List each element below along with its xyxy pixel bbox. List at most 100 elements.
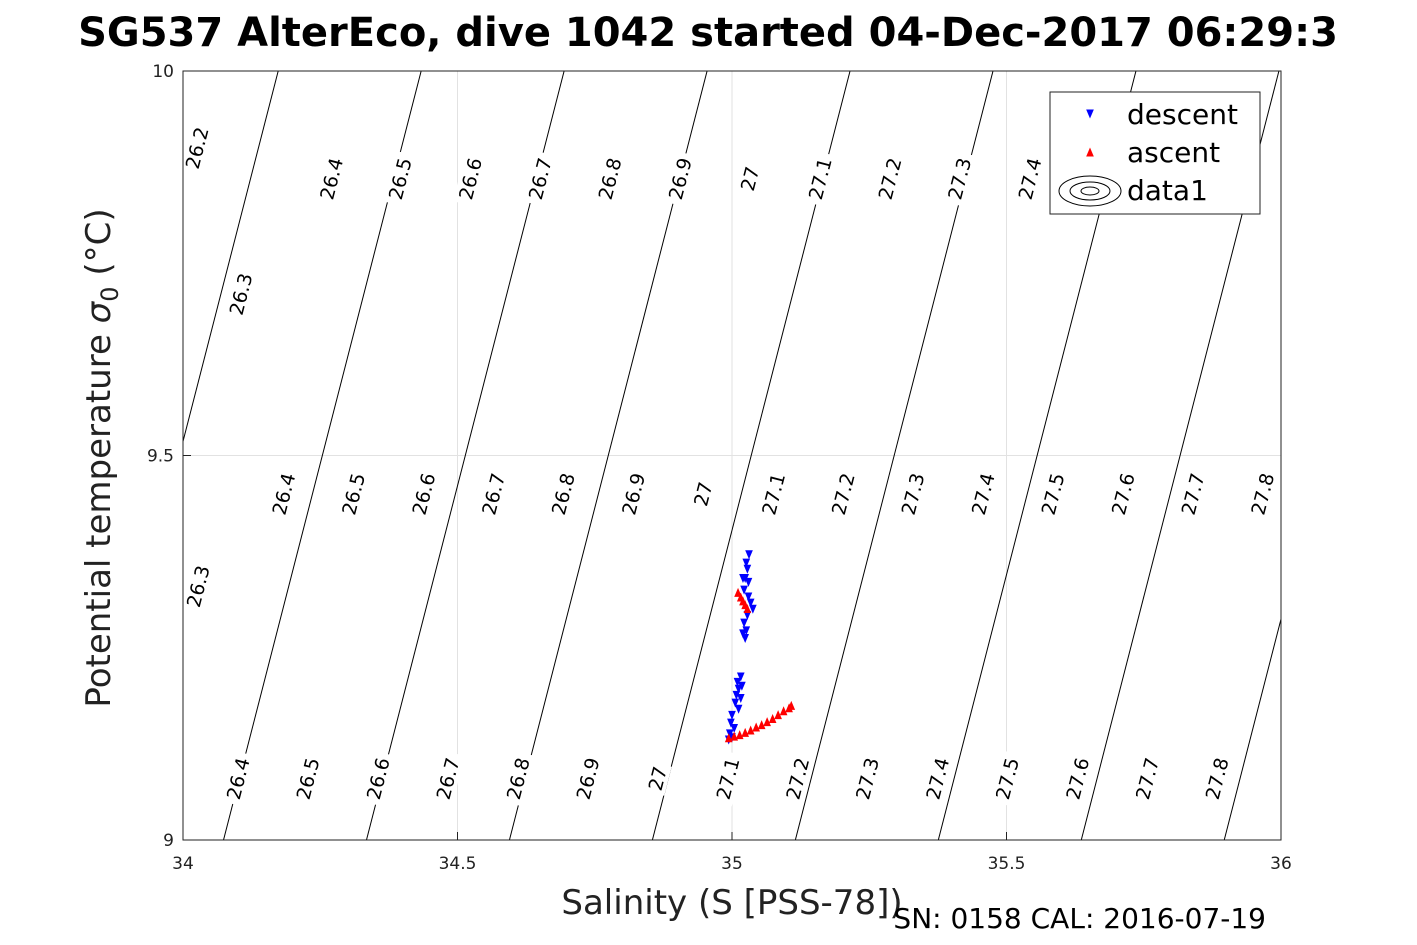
ascent-point bbox=[752, 722, 760, 732]
ascent-point bbox=[763, 717, 771, 727]
descent-point bbox=[749, 604, 757, 614]
x-tick-label: 36 bbox=[1270, 854, 1292, 874]
x-tick-label: 35.5 bbox=[988, 854, 1026, 874]
y-tick-label: 9.5 bbox=[147, 447, 174, 467]
legend-label: data1 bbox=[1127, 174, 1208, 207]
isopycnal-line bbox=[1367, 71, 1417, 840]
descent-point bbox=[738, 681, 746, 691]
ascent-point bbox=[735, 730, 744, 740]
contour-label-background bbox=[965, 466, 1001, 522]
y-tick-label: 9 bbox=[163, 831, 174, 851]
contour-label-background bbox=[453, 150, 488, 207]
legend-box bbox=[1049, 91, 1261, 215]
contour-label-background bbox=[592, 150, 627, 207]
ascent-point bbox=[741, 727, 750, 737]
ascent-point bbox=[768, 713, 777, 723]
contour-label-background bbox=[1199, 750, 1234, 807]
x-axis: 34 34.5 35 35.5 36 bbox=[172, 832, 1292, 874]
contour-label-background bbox=[430, 750, 465, 807]
y-axis-label-subscript: 0 bbox=[96, 286, 124, 301]
contour-label-background bbox=[314, 150, 349, 207]
y-axis: 9 9.5 10 bbox=[147, 62, 191, 851]
legend-entry-data1: data1 bbox=[1058, 174, 1208, 207]
contour-label-background bbox=[382, 150, 417, 207]
calibration-footer: SN: 0158 CAL: 2016-07-19 bbox=[893, 902, 1266, 935]
contour-label-background bbox=[710, 750, 745, 807]
ascent-point bbox=[724, 733, 733, 743]
descent-point bbox=[744, 592, 753, 602]
descent-point bbox=[742, 626, 751, 636]
contour-label-background bbox=[360, 750, 396, 807]
descent-point bbox=[739, 574, 747, 584]
isopycnal-line bbox=[183, 71, 279, 444]
legend-entry-ascent: ascent bbox=[1086, 136, 1220, 169]
contour-label-background bbox=[1012, 150, 1047, 207]
descent-point bbox=[731, 698, 740, 708]
legend-contour-icon bbox=[1080, 186, 1100, 196]
contour-label: 27.2 bbox=[825, 466, 861, 522]
contour-label-background bbox=[1035, 466, 1070, 522]
ascent-point bbox=[787, 700, 796, 710]
ascent-point bbox=[746, 725, 755, 735]
descent-point bbox=[727, 718, 735, 728]
contour-label-background bbox=[1245, 466, 1280, 522]
contour-label-background bbox=[735, 161, 764, 196]
contour-label-background bbox=[1060, 750, 1095, 807]
contour-label-background bbox=[662, 150, 697, 207]
descent-point bbox=[739, 629, 747, 639]
descent-point bbox=[736, 672, 745, 682]
contour-label-background bbox=[756, 466, 791, 522]
contour-label-background bbox=[1129, 750, 1165, 807]
descent-point bbox=[740, 585, 748, 595]
contour-label-background bbox=[825, 466, 861, 522]
contour-label-background bbox=[780, 750, 815, 807]
ascent-point bbox=[779, 706, 788, 716]
contour-label-background bbox=[802, 150, 837, 207]
contour-label-background bbox=[545, 466, 581, 522]
descent-point bbox=[745, 550, 753, 560]
contour-label-background bbox=[989, 750, 1025, 807]
contour-label: 27 bbox=[688, 476, 718, 512]
descent-point bbox=[746, 598, 755, 608]
y-axis-label-unit: (°C) bbox=[79, 208, 119, 286]
contour-label-background bbox=[920, 750, 955, 807]
contour-label-background bbox=[522, 150, 557, 207]
ascent-series bbox=[724, 587, 796, 743]
descent-point bbox=[734, 704, 743, 714]
descent-point bbox=[728, 710, 736, 720]
ascent-point bbox=[757, 720, 766, 730]
ascent-point bbox=[730, 731, 739, 741]
legend-label: descent bbox=[1127, 98, 1238, 131]
x-tick-label: 34 bbox=[172, 854, 194, 874]
ascent-point bbox=[774, 710, 782, 720]
contour-label-background bbox=[290, 750, 325, 807]
contour-label-background bbox=[1175, 466, 1210, 522]
contour-label-background bbox=[895, 466, 930, 522]
contour-label-background bbox=[688, 476, 718, 512]
x-tick-label: 34.5 bbox=[439, 854, 477, 874]
chart-title: SG537 AlterEco, dive 1042 started 04-Dec… bbox=[78, 10, 1338, 56]
contour-label-background bbox=[266, 466, 301, 522]
descent-point bbox=[734, 684, 743, 694]
legend-contour-icon bbox=[1069, 181, 1111, 201]
legend-marker-ascent bbox=[1086, 147, 1094, 157]
descent-point bbox=[742, 558, 751, 568]
contour-label-background bbox=[336, 466, 371, 522]
legend-contour-icon bbox=[1058, 175, 1122, 207]
contour-label-background bbox=[406, 466, 441, 522]
contour-label-background bbox=[500, 750, 536, 807]
contour-label: 26.2 bbox=[179, 119, 214, 176]
legend-entry-descent: descent bbox=[1086, 98, 1238, 131]
legend-marker-descent bbox=[1086, 109, 1094, 119]
descent-point bbox=[732, 690, 741, 700]
descent-point bbox=[743, 564, 752, 574]
contour-label-background bbox=[942, 150, 977, 207]
contour-label-background bbox=[849, 750, 885, 807]
contour-label-background bbox=[872, 150, 907, 207]
descent-point bbox=[741, 634, 750, 644]
x-axis-label: Salinity (S [PSS-78]) bbox=[561, 883, 902, 923]
contour-label: 26.7 bbox=[430, 750, 465, 807]
contour-label-background bbox=[220, 750, 256, 807]
descent-point bbox=[736, 694, 745, 704]
